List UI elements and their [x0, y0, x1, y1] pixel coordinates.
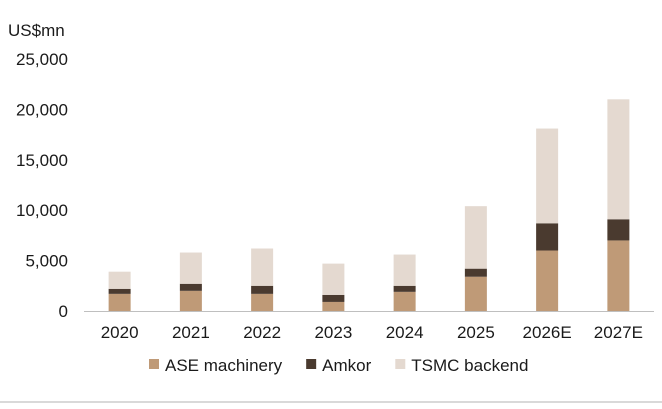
y-axis-ticks: 0 5,000 10,000 15,000 20,000 25,000: [16, 50, 68, 321]
bar-amkor-2020: [108, 288, 131, 294]
legend-label: Amkor: [322, 356, 371, 375]
y-tick-label: 10,000: [16, 201, 68, 220]
bar-tsmc-backend-2024: [393, 254, 416, 286]
bar-tsmc-backend-2025: [464, 206, 487, 269]
x-tick-label: 2022: [243, 323, 281, 342]
bar-ase-machinery-2021: [179, 290, 202, 311]
x-tick-label: 2023: [314, 323, 352, 342]
bar-amkor-2024: [393, 285, 416, 292]
x-tick-label: 2024: [386, 323, 424, 342]
bar-amkor-2026e: [536, 223, 559, 251]
x-tick-label: 2020: [101, 323, 139, 342]
bottom-divider: [0, 401, 662, 403]
bar-amkor-2022: [251, 285, 274, 294]
bar-ase-machinery-2024: [393, 291, 416, 311]
legend: ASE machinery Amkor TSMC backend: [149, 356, 528, 375]
legend-swatch-amkor: [306, 359, 317, 369]
bars-group: [108, 99, 630, 311]
bar-amkor-2025: [464, 268, 487, 277]
x-tick-label: 2026E: [523, 323, 572, 342]
y-axis-unit-label: US$mn: [8, 21, 65, 40]
legend-swatch-ase-machinery: [149, 359, 159, 369]
bar-amkor-2023: [322, 294, 345, 302]
bar-amkor-2021: [179, 283, 202, 291]
bar-ase-machinery-2027e: [607, 240, 630, 311]
y-tick-label: 20,000: [16, 100, 68, 119]
y-tick-label: 0: [59, 302, 68, 321]
x-tick-label: 2027E: [594, 323, 643, 342]
y-tick-label: 15,000: [16, 151, 68, 170]
bar-ase-machinery-2020: [108, 293, 131, 311]
x-tick-label: 2021: [172, 323, 210, 342]
bar-ase-machinery-2023: [322, 301, 345, 311]
y-tick-label: 5,000: [25, 252, 68, 271]
bar-tsmc-backend-2027e: [607, 99, 630, 220]
bar-ase-machinery-2022: [251, 293, 274, 311]
bar-tsmc-backend-2026e: [536, 128, 559, 224]
bar-ase-machinery-2026e: [536, 250, 559, 311]
bar-tsmc-backend-2022: [251, 248, 274, 286]
bar-amkor-2027e: [607, 219, 630, 241]
legend-label: TSMC backend: [411, 356, 528, 375]
legend-label: ASE machinery: [165, 356, 283, 375]
bar-tsmc-backend-2023: [322, 263, 345, 295]
legend-swatch-tsmc-backend: [395, 359, 406, 369]
bar-tsmc-backend-2020: [108, 271, 131, 289]
y-tick-label: 25,000: [16, 50, 68, 69]
x-tick-label: 2025: [457, 323, 495, 342]
bar-ase-machinery-2025: [464, 276, 487, 311]
bar-tsmc-backend-2021: [179, 252, 202, 284]
x-axis-ticks: 2020 2021 2022 2023 2024 2025 2026E 2027E: [101, 323, 643, 342]
